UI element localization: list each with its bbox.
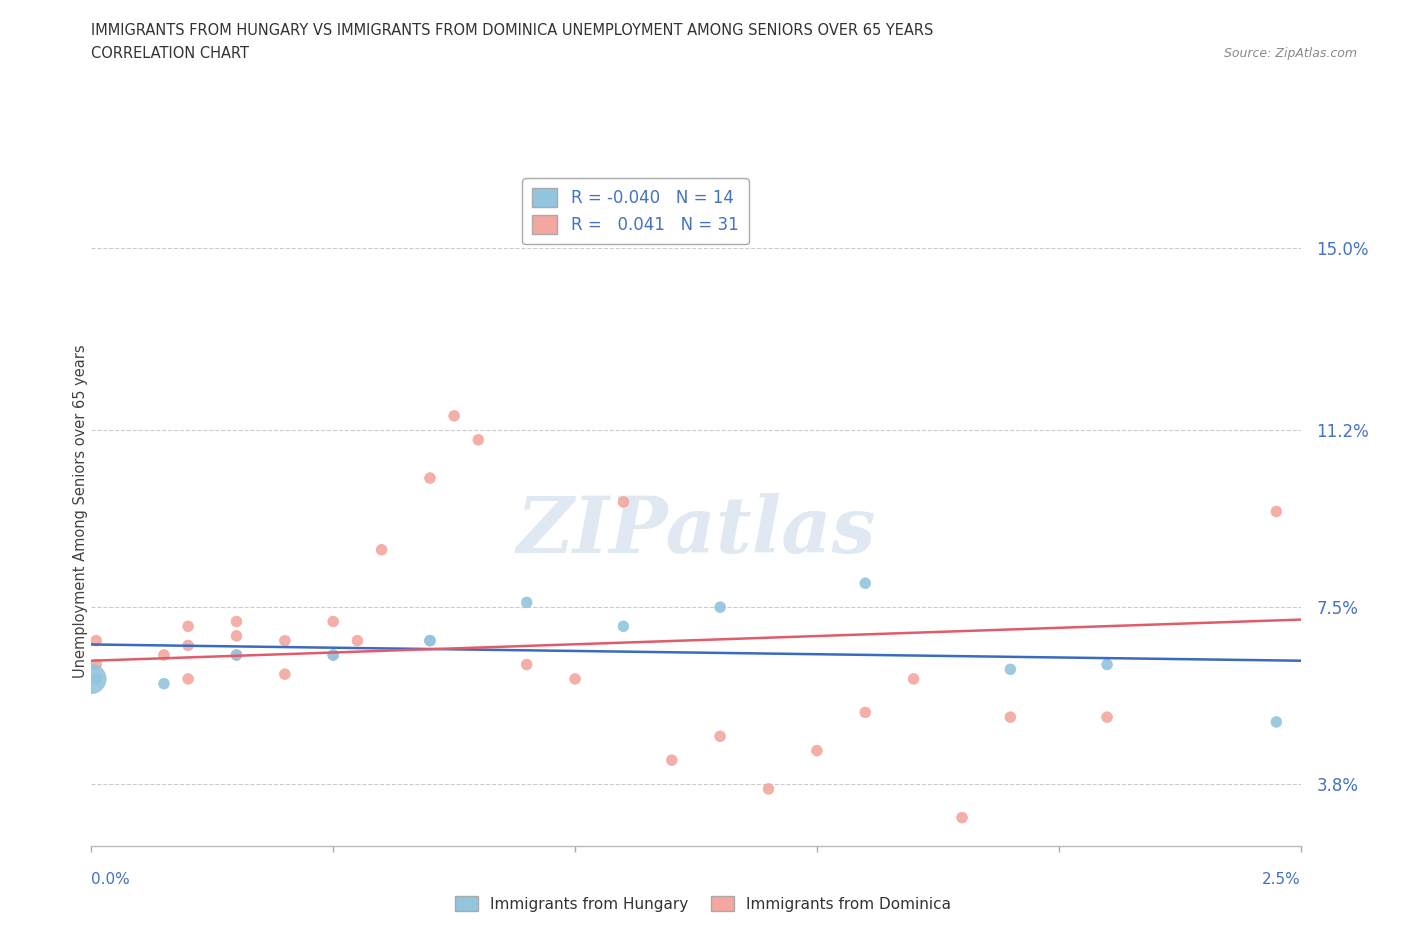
- Point: [177, 638, 200, 653]
- Point: [346, 633, 368, 648]
- Point: [1095, 658, 1118, 672]
- Point: [274, 633, 297, 648]
- Text: Source: ZipAtlas.com: Source: ZipAtlas.com: [1223, 46, 1357, 60]
- Point: [419, 633, 441, 648]
- Point: [274, 667, 297, 682]
- Point: [225, 647, 247, 662]
- Point: [1000, 710, 1022, 724]
- Point: [516, 595, 538, 610]
- Point: [84, 658, 107, 672]
- Point: [612, 618, 634, 633]
- Point: [1265, 504, 1288, 519]
- Point: [1095, 710, 1118, 724]
- Point: [806, 743, 828, 758]
- Point: [419, 633, 441, 648]
- Point: [564, 671, 586, 686]
- Point: [322, 647, 344, 662]
- Point: [612, 495, 634, 510]
- Legend: R = -0.040   N = 14, R =   0.041   N = 31: R = -0.040 N = 14, R = 0.041 N = 31: [523, 179, 748, 244]
- Legend: Immigrants from Hungary, Immigrants from Dominica: Immigrants from Hungary, Immigrants from…: [449, 889, 957, 918]
- Point: [84, 633, 107, 648]
- Point: [1000, 662, 1022, 677]
- Point: [1265, 714, 1288, 729]
- Point: [758, 781, 780, 796]
- Point: [322, 614, 344, 629]
- Text: 2.5%: 2.5%: [1261, 872, 1301, 887]
- Point: [370, 542, 392, 557]
- Text: CORRELATION CHART: CORRELATION CHART: [91, 46, 249, 61]
- Point: [225, 614, 247, 629]
- Point: [177, 618, 200, 633]
- Point: [177, 671, 200, 686]
- Point: [153, 647, 176, 662]
- Text: IMMIGRANTS FROM HUNGARY VS IMMIGRANTS FROM DOMINICA UNEMPLOYMENT AMONG SENIORS O: IMMIGRANTS FROM HUNGARY VS IMMIGRANTS FR…: [91, 23, 934, 38]
- Point: [153, 676, 176, 691]
- Point: [80, 671, 103, 686]
- Point: [950, 810, 973, 825]
- Point: [467, 432, 489, 447]
- Point: [516, 658, 538, 672]
- Y-axis label: Unemployment Among Seniors over 65 years: Unemployment Among Seniors over 65 years: [73, 345, 87, 678]
- Point: [225, 629, 247, 644]
- Point: [225, 647, 247, 662]
- Text: 0.0%: 0.0%: [91, 872, 131, 887]
- Point: [709, 729, 731, 744]
- Point: [322, 647, 344, 662]
- Point: [443, 408, 465, 423]
- Point: [661, 752, 683, 767]
- Text: ZIPatlas: ZIPatlas: [516, 493, 876, 570]
- Point: [853, 705, 876, 720]
- Point: [419, 471, 441, 485]
- Point: [84, 671, 107, 686]
- Point: [903, 671, 925, 686]
- Point: [709, 600, 731, 615]
- Point: [853, 576, 876, 591]
